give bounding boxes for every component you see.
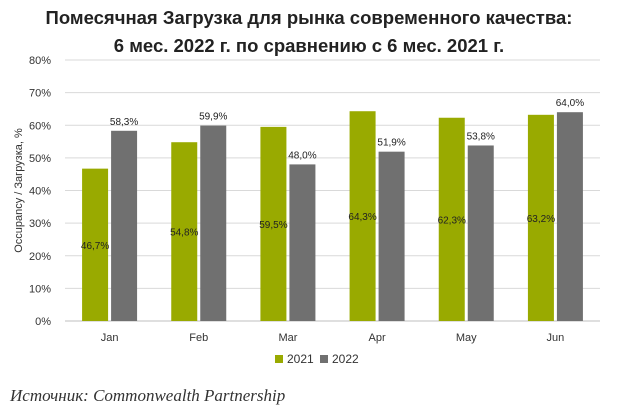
y-tick-label: 60% (29, 120, 51, 132)
data-label-2021: 63,2% (527, 214, 555, 225)
y-tick-label: 50% (29, 153, 51, 165)
bar-2021-jun (527, 114, 554, 321)
y-tick-label: 80% (29, 55, 51, 67)
bar-2022-jan (111, 130, 138, 321)
y-tick-label: 70% (29, 88, 51, 100)
x-tick-label: Jan (101, 332, 119, 344)
data-label-2022: 58,3% (110, 117, 138, 128)
data-label-2022: 53,8% (467, 131, 495, 142)
bar-2022-apr (378, 151, 405, 321)
data-label-2021: 46,7% (81, 241, 109, 252)
y-tick-label: 10% (29, 283, 51, 295)
data-label-2022: 59,9% (199, 112, 227, 123)
legend-swatch-2021 (275, 355, 283, 363)
data-label-2022: 64,0% (556, 98, 584, 109)
chart-title: Помесячная Загрузка для рынка современно… (0, 4, 618, 60)
bar-2022-may (467, 145, 494, 321)
x-tick-label: Apr (369, 332, 386, 344)
data-label-2021: 54,8% (170, 228, 198, 239)
x-tick-label: Mar (278, 332, 297, 344)
x-tick-label: Jun (547, 332, 565, 344)
bar-2022-jun (556, 112, 583, 321)
bar-2022-mar (289, 164, 316, 321)
data-label-2021: 62,3% (438, 215, 466, 226)
data-label-2022: 51,9% (377, 138, 405, 149)
bar-chart: 0% 10% 20% 30% 40% 50% 60% 70% 80% Occupancy / За… (13, 55, 600, 366)
y-axis-label: Occupancy / Загрузка, % (13, 128, 25, 253)
y-tick-label: 30% (29, 218, 51, 230)
x-tick-label: May (456, 332, 477, 344)
y-tick-label: 20% (29, 251, 51, 263)
bar-2021-mar (260, 126, 287, 321)
bar-2021-may (438, 117, 465, 321)
x-tick-label: Feb (189, 332, 208, 344)
data-label-2022: 48,0% (288, 150, 316, 161)
source-note: Источник: Commonwealth Partnership (10, 386, 286, 405)
y-tick-label: 0% (35, 316, 51, 328)
chart-title-line-2: 6 мес. 2022 г. по сравнению с 6 мес. 202… (113, 35, 505, 56)
bar-2021-apr (349, 111, 376, 321)
legend-label-2022: 2022 (332, 352, 359, 366)
legend-label-2021: 2021 (287, 352, 314, 366)
bar-2022-feb (200, 125, 227, 321)
bar-2021-feb (171, 142, 198, 321)
legend-swatch-2022 (320, 355, 328, 363)
chart-title-line-1: Помесячная Загрузка для рынка современно… (45, 7, 573, 28)
bar-2021-jan (82, 168, 109, 321)
data-label-2021: 59,5% (259, 220, 287, 231)
data-label-2021: 64,3% (348, 212, 376, 223)
y-tick-label: 40% (29, 186, 51, 198)
